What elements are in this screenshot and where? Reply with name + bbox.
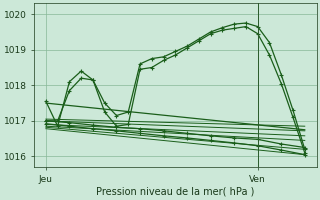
X-axis label: Pression niveau de la mer( hPa ): Pression niveau de la mer( hPa ) [96,187,254,197]
